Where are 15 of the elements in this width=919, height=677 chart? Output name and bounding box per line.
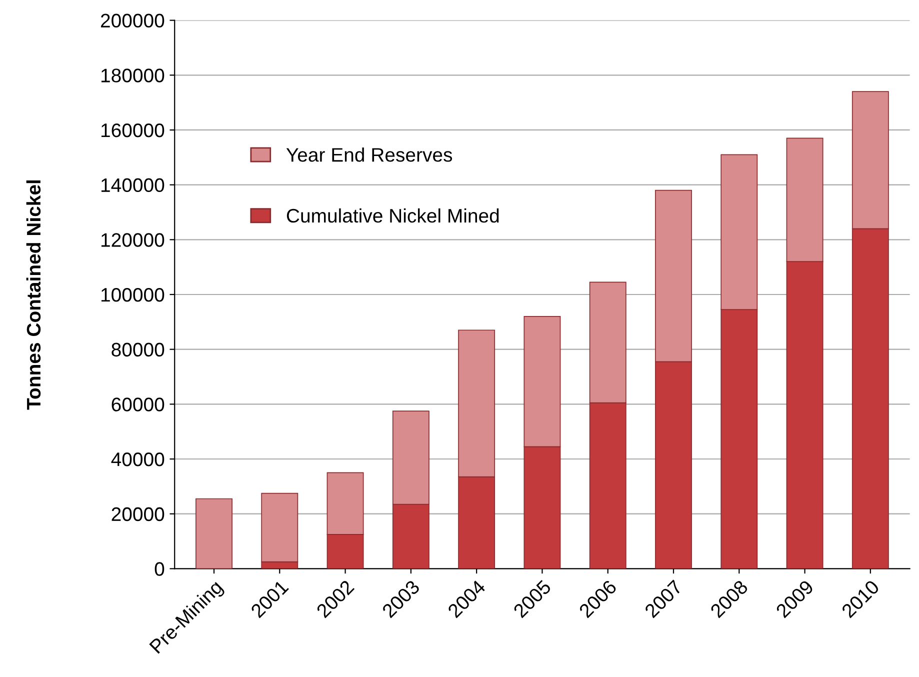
y-tick-label: 20000 (112, 507, 164, 522)
y-tick-label: 60000 (112, 398, 164, 412)
y-axis-title: Tonnes Contained Nickel (26, 180, 41, 410)
legend-label: Year End Reserves (286, 147, 452, 162)
y-tick-label: 200000 (100, 14, 164, 28)
y-tick-label: 100000 (101, 288, 164, 302)
bar (196, 498, 232, 569)
y-tick-label: 120000 (101, 233, 164, 247)
legend-label: Cumulative Nickel Mined (286, 208, 499, 223)
y-tick-label: 80000 (112, 342, 164, 357)
y-tick-label: 160000 (101, 123, 164, 138)
y-tick-label: 40000 (111, 452, 164, 466)
y-tick-label: 0 (154, 562, 164, 576)
y-tick-label: 180000 (101, 68, 164, 82)
y-tick-label: 140000 (101, 178, 164, 192)
